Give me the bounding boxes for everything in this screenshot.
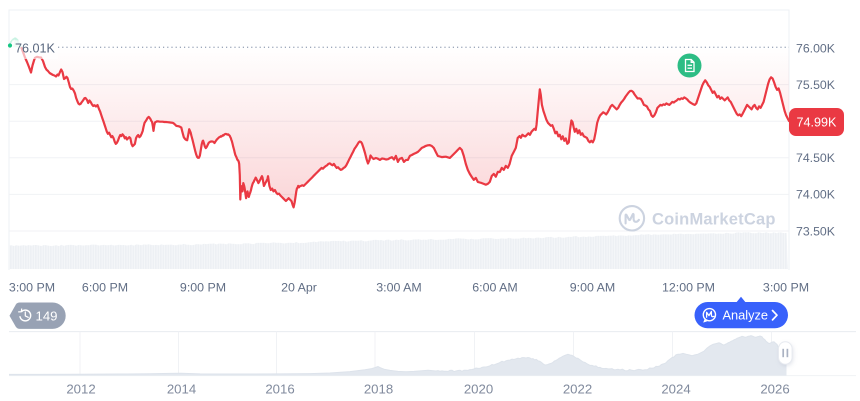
svg-text:2020: 2020 xyxy=(464,382,493,397)
svg-text:2018: 2018 xyxy=(364,382,393,397)
svg-text:12:00 PM: 12:00 PM xyxy=(662,281,715,295)
svg-text:2012: 2012 xyxy=(66,382,95,397)
svg-text:2016: 2016 xyxy=(265,382,294,397)
svg-text:149: 149 xyxy=(36,309,58,324)
svg-text:9:00 PM: 9:00 PM xyxy=(180,281,226,295)
svg-text:2014: 2014 xyxy=(167,382,196,397)
svg-text:6:00 AM: 6:00 AM xyxy=(472,281,517,295)
svg-text:3:00 PM: 3:00 PM xyxy=(9,281,55,295)
svg-text:3:00 PM: 3:00 PM xyxy=(763,281,809,295)
svg-text:76.00K: 76.00K xyxy=(796,41,836,55)
svg-text:3:00 AM: 3:00 AM xyxy=(376,281,421,295)
svg-text:74.99K: 74.99K xyxy=(797,116,838,130)
svg-text:74.50K: 74.50K xyxy=(796,151,836,165)
svg-text:75.50K: 75.50K xyxy=(796,78,836,92)
svg-text:73.50K: 73.50K xyxy=(796,224,836,238)
svg-text:20 Apr: 20 Apr xyxy=(281,281,317,295)
svg-text:2024: 2024 xyxy=(661,382,690,397)
svg-text:Analyze: Analyze xyxy=(723,308,769,323)
svg-text:2026: 2026 xyxy=(760,382,789,397)
svg-text:2022: 2022 xyxy=(563,382,592,397)
svg-text:9:00 AM: 9:00 AM xyxy=(570,281,615,295)
svg-text:CoinMarketCap: CoinMarketCap xyxy=(652,211,776,229)
svg-text:74.00K: 74.00K xyxy=(796,188,836,202)
svg-text:76.01K: 76.01K xyxy=(15,42,56,56)
svg-text:6:00 PM: 6:00 PM xyxy=(82,281,128,295)
